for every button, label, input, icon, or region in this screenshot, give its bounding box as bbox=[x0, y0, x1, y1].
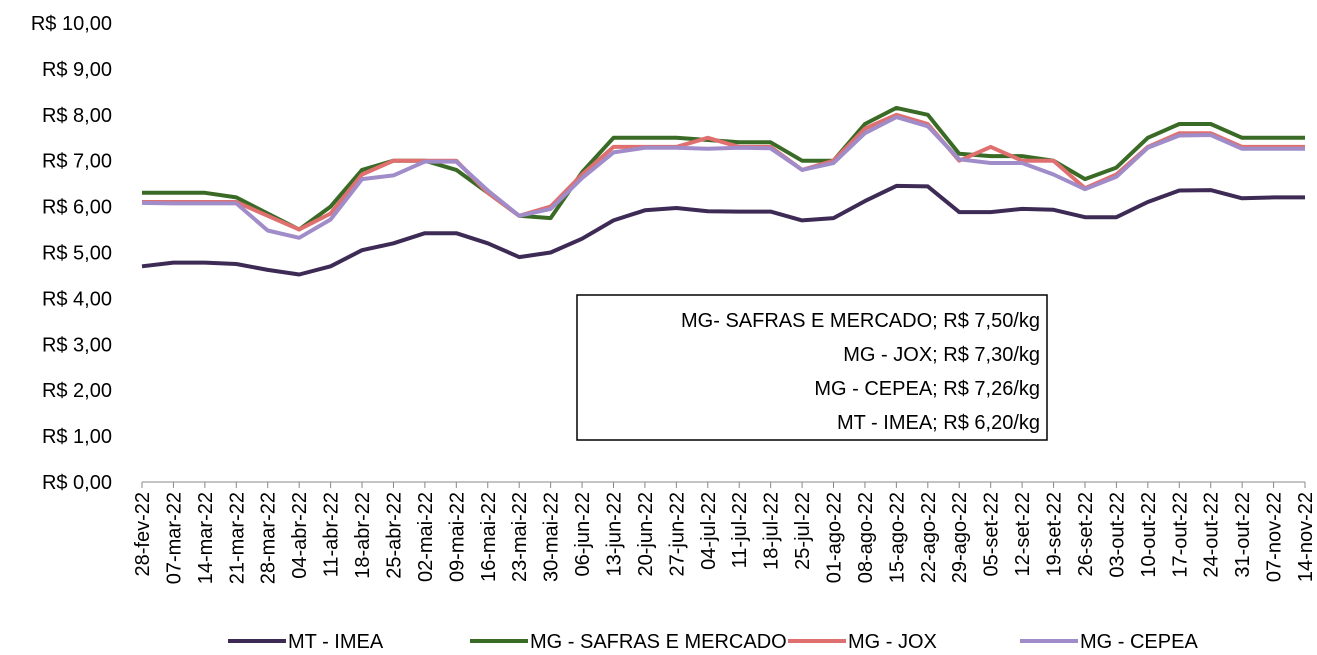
legend-label: MG - JOX bbox=[848, 631, 937, 653]
x-tick-label: 04-abr-22 bbox=[289, 492, 311, 579]
x-tick-label: 01-ago-22 bbox=[824, 492, 846, 583]
x-tick-label: 21-mar-22 bbox=[226, 492, 248, 584]
y-tick-label: R$ 5,00 bbox=[42, 243, 112, 265]
y-tick-label: R$ 6,00 bbox=[42, 197, 112, 219]
x-tick-label: 13-jun-22 bbox=[603, 492, 625, 577]
x-tick-label: 17-out-22 bbox=[1169, 492, 1191, 578]
x-tick-label: 15-ago-22 bbox=[886, 492, 908, 583]
x-tick-label: 26-set-22 bbox=[1075, 492, 1097, 577]
x-tick-label: 24-out-22 bbox=[1201, 492, 1223, 578]
x-tick-label: 14-mar-22 bbox=[195, 492, 217, 584]
y-tick-label: R$ 2,00 bbox=[42, 380, 112, 402]
x-tick-label: 16-mai-22 bbox=[478, 492, 500, 582]
x-tick-label: 08-ago-22 bbox=[855, 492, 877, 583]
x-tick-label: 20-jun-22 bbox=[635, 492, 657, 577]
y-tick-label: R$ 1,00 bbox=[42, 426, 112, 448]
legend-label: MG - CEPEA bbox=[1080, 631, 1198, 653]
x-tick-label: 18-jul-22 bbox=[761, 492, 783, 570]
x-tick-label: 11-jul-22 bbox=[729, 492, 751, 568]
series-line bbox=[141, 183, 1305, 277]
x-tick-label: 28-fev-22 bbox=[132, 492, 154, 577]
annotation: MT - IMEA; R$ 6,20/kg bbox=[837, 412, 1040, 434]
y-tick-label: R$ 10,00 bbox=[31, 13, 112, 35]
x-tick-label: 09-mai-22 bbox=[446, 492, 468, 582]
x-tick-label: 27-jun-22 bbox=[666, 492, 688, 577]
x-tick-label: 23-mai-22 bbox=[509, 492, 531, 582]
x-tick-label: 19-set-22 bbox=[1044, 492, 1066, 577]
y-tick-label: R$ 3,00 bbox=[42, 334, 112, 356]
legend-label: MG - SAFRAS E MERCADO bbox=[530, 631, 787, 653]
annotation-box bbox=[576, 294, 1048, 441]
x-tick-label: 28-mar-22 bbox=[258, 492, 280, 584]
x-tick-label: 03-out-22 bbox=[1106, 492, 1128, 578]
x-tick-label: 11-abr-22 bbox=[321, 492, 343, 577]
y-tick-label: R$ 7,00 bbox=[42, 151, 112, 173]
x-tick-label: 05-set-22 bbox=[981, 492, 1003, 577]
series-line bbox=[141, 115, 1305, 240]
x-tick-label: 14-nov-22 bbox=[1295, 492, 1317, 582]
x-tick-label: 07-mar-22 bbox=[163, 492, 185, 584]
x-tick-label: 18-abr-22 bbox=[352, 492, 374, 579]
x-tick-label: 29-ago-22 bbox=[949, 492, 971, 583]
x-tick-label: 04-jul-22 bbox=[698, 492, 720, 570]
x-tick-label: 22-ago-22 bbox=[918, 492, 940, 583]
x-tick-label: 12-set-22 bbox=[1012, 492, 1034, 577]
annotation: MG - CEPEA; R$ 7,26/kg bbox=[814, 378, 1040, 400]
x-tick-label: 10-out-22 bbox=[1138, 492, 1160, 578]
y-tick-label: R$ 0,00 bbox=[42, 472, 112, 494]
x-tick-label: 02-mai-22 bbox=[415, 492, 437, 582]
x-tick-label: 31-out-22 bbox=[1232, 492, 1254, 578]
annotation: MG - JOX; R$ 7,30/kg bbox=[843, 344, 1040, 366]
legend-label: MT - IMEA bbox=[288, 631, 384, 653]
x-tick-label: 25-abr-22 bbox=[383, 492, 405, 579]
x-tick-label: 07-nov-22 bbox=[1264, 492, 1286, 582]
y-tick-label: R$ 8,00 bbox=[42, 105, 112, 127]
y-tick-label: R$ 4,00 bbox=[42, 288, 112, 310]
x-tick-label: 06-jun-22 bbox=[572, 492, 594, 577]
x-tick-label: 30-mai-22 bbox=[541, 492, 563, 582]
x-tick-label: 25-jul-22 bbox=[792, 492, 814, 570]
annotation: MG- SAFRAS E MERCADO; R$ 7,50/kg bbox=[681, 310, 1040, 332]
y-tick-label: R$ 9,00 bbox=[42, 59, 112, 81]
